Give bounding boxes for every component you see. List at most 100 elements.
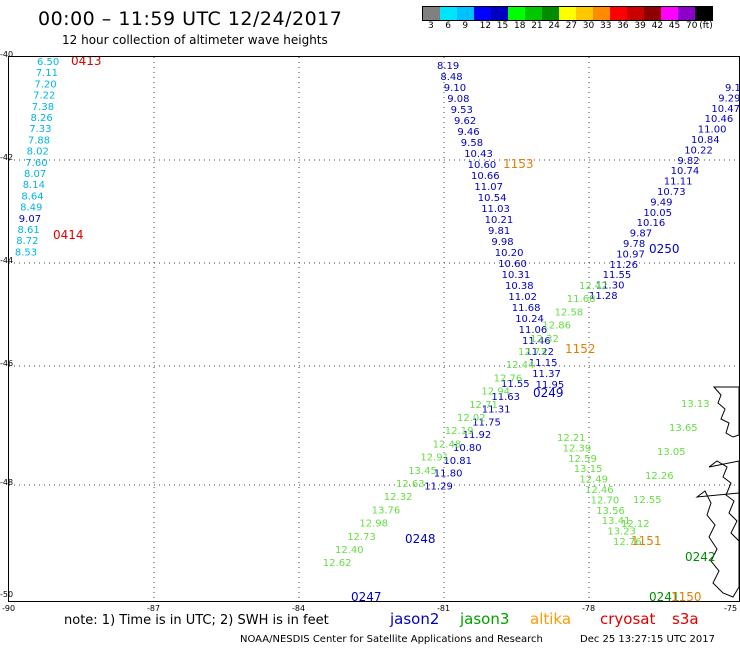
legend-swatch xyxy=(593,7,610,20)
legend-swatch xyxy=(440,7,457,20)
latitude-label: -46 xyxy=(0,359,14,368)
footer-note: note: 1) Time is in UTC; 2) SWH is in fe… xyxy=(64,613,329,628)
blue-track-value: 10.47 xyxy=(711,104,739,115)
blue-track-value: 11.22 xyxy=(525,347,554,358)
blue-track-value: 10.74 xyxy=(671,166,700,177)
legend-label: 42 xyxy=(651,21,664,31)
green-track-value: 12.59 xyxy=(568,454,597,465)
green-track-value: 12.32 xyxy=(384,492,413,503)
green-track-value: 12.73 xyxy=(347,532,376,543)
blue-track-value: 11.68 xyxy=(512,303,541,314)
green-track-value: 12.86 xyxy=(542,321,571,332)
cyan-track-value: 9.07 xyxy=(19,214,41,225)
green-track-value: 12.71 xyxy=(469,400,498,411)
blue-track-value: 9.98 xyxy=(491,237,513,248)
blue-track-value: 10.22 xyxy=(684,145,713,156)
legend-swatch xyxy=(491,7,508,20)
blue-track-value: 10.43 xyxy=(464,149,493,160)
green-track-value: 13.23 xyxy=(607,527,636,538)
coastline xyxy=(708,460,739,542)
longitude-label: -78 xyxy=(582,604,596,613)
blue-track-value: 11.06 xyxy=(519,325,548,336)
blue-track-value: 8.19 xyxy=(437,61,459,72)
green-track-value: 12.40 xyxy=(335,545,364,556)
green-track-value: 13.65 xyxy=(669,423,698,434)
green-track-value: 12.02 xyxy=(457,413,486,424)
green-track-value: 12.76 xyxy=(613,537,642,548)
blue-track-value: 11.55 xyxy=(603,270,632,281)
coastline xyxy=(712,386,739,438)
blue-track-value: 11.07 xyxy=(474,182,503,193)
green-track-value: 13.76 xyxy=(372,505,401,516)
green-track-value: 12.70 xyxy=(591,495,620,506)
pass-time-label: 0242 xyxy=(685,550,716,564)
legend-swatch xyxy=(678,7,695,20)
legend-swatch xyxy=(423,7,440,20)
blue-track-value: 9.16 xyxy=(725,83,739,94)
green-track-value: 13.45 xyxy=(408,466,437,477)
legend-label: 45 xyxy=(668,21,681,31)
satellite-legend-s3a: s3a xyxy=(672,610,699,628)
legend-label: 12 xyxy=(479,21,492,31)
blue-track-value: 11.28 xyxy=(589,291,618,302)
blue-track-value: 10.84 xyxy=(691,135,720,146)
blue-track-value: 11.55 xyxy=(501,379,530,390)
blue-track-value: 11.63 xyxy=(491,392,520,403)
green-track-value: 12.19 xyxy=(445,426,474,437)
green-track-value: 12.49 xyxy=(579,475,608,486)
satellite-legend-jason3: jason3 xyxy=(460,610,510,628)
satellite-legend-jason2: jason2 xyxy=(390,610,440,628)
blue-track-value: 11.03 xyxy=(481,204,510,215)
blue-track-value: 11.26 xyxy=(609,260,638,271)
legend-label: (ft) xyxy=(699,21,713,31)
blue-track-value: 11.75 xyxy=(472,417,501,428)
legend-label: 21 xyxy=(531,21,543,31)
blue-track-value: 10.60 xyxy=(498,259,527,270)
blue-track-value: 11.02 xyxy=(508,292,537,303)
legend-label: 18 xyxy=(514,21,526,31)
latitude-label: -48 xyxy=(0,478,14,487)
blue-track-value: 9.82 xyxy=(677,156,699,167)
cyan-track-value: 8.02 xyxy=(27,147,49,158)
satellite-legend-cryosat: cryosat xyxy=(600,610,656,628)
green-track-value: 12.58 xyxy=(555,307,584,318)
green-track-value: 12.46 xyxy=(585,485,614,496)
longitude-label: -84 xyxy=(292,604,306,613)
blue-track-value: 10.66 xyxy=(471,171,500,182)
legend-label: 15 xyxy=(496,21,509,31)
blue-track-value: 9.49 xyxy=(650,197,672,208)
legend-swatch xyxy=(508,7,525,20)
legend-label: 3 xyxy=(428,21,434,31)
longitude-label: -81 xyxy=(437,604,451,613)
legend-swatch xyxy=(644,7,661,20)
blue-track-value: 11.15 xyxy=(529,358,558,369)
blue-track-value: 11.30 xyxy=(596,281,625,292)
legend-label: 33 xyxy=(600,21,612,31)
latitude-label: -44 xyxy=(0,256,14,265)
cyan-track-value: 7.33 xyxy=(29,124,51,135)
legend-label: 24 xyxy=(548,21,560,31)
blue-track-value: 11.37 xyxy=(532,369,561,380)
cyan-track-value: 8.72 xyxy=(16,236,38,247)
blue-track-value: 10.20 xyxy=(495,248,524,259)
header-subtitle: 12 hour collection of altimeter wave hei… xyxy=(62,33,328,47)
cyan-track-value: 7.38 xyxy=(32,102,54,113)
green-track-value: 12.98 xyxy=(359,519,388,530)
green-track-value: 13.56 xyxy=(596,506,625,517)
green-track-value: 12.26 xyxy=(645,471,674,482)
pass-time-label: 0248 xyxy=(405,532,436,546)
blue-track-value: 9.53 xyxy=(451,105,473,116)
blue-track-value: 9.78 xyxy=(623,239,645,250)
legend-label: 70 xyxy=(686,21,698,31)
blue-track-value: 9.10 xyxy=(444,83,466,94)
cyan-track-value: 6.50 xyxy=(37,57,59,68)
green-track-value: 12.55 xyxy=(633,495,662,506)
green-track-value: 13.13 xyxy=(681,399,710,410)
blue-track-value: 11.31 xyxy=(482,405,511,416)
blue-track-value: 11.11 xyxy=(664,177,693,188)
longitude-label: -87 xyxy=(147,604,161,613)
green-track-value: 13.15 xyxy=(574,464,603,475)
credit-text: NOAA/NESDIS Center for Satellite Applica… xyxy=(240,634,543,645)
satellite-legend-altika: altika xyxy=(530,610,572,628)
legend-label: 36 xyxy=(617,21,629,31)
